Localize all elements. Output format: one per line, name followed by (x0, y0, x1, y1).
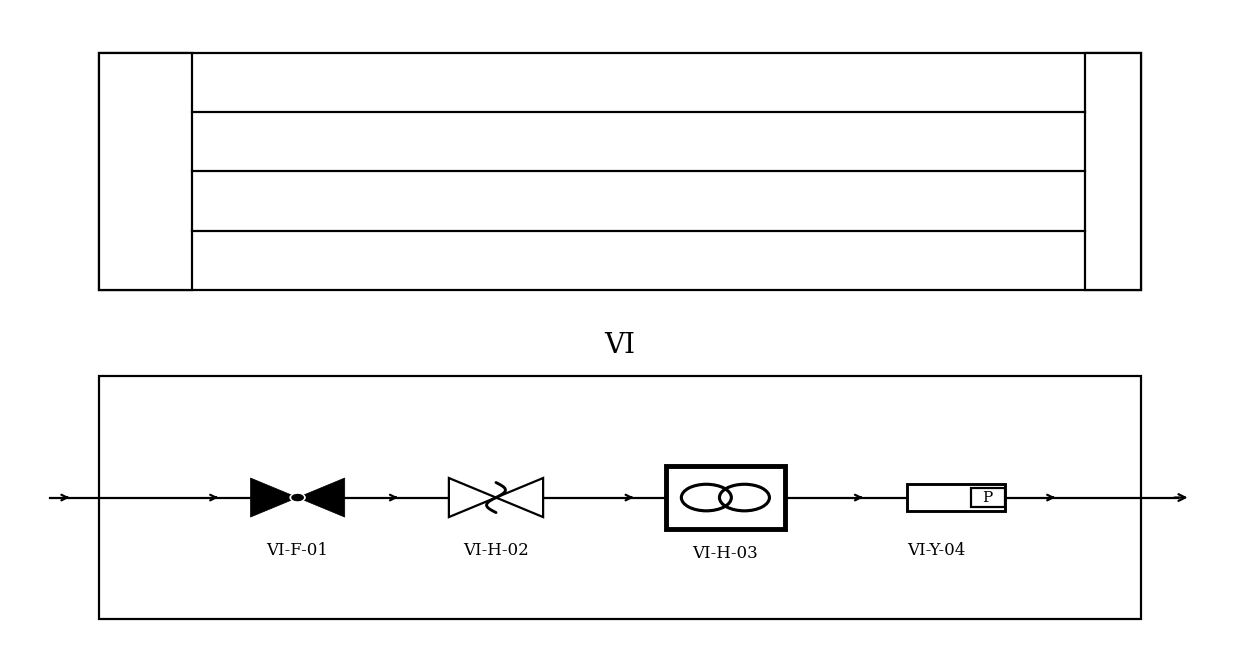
Bar (971, 488, 1004, 507)
Text: VI-F-01: VI-F-01 (267, 542, 329, 559)
Bar (99, 53, 192, 290)
Bar (666, 466, 785, 529)
Text: P: P (982, 490, 993, 505)
Bar (906, 484, 1004, 511)
Text: VI-H-03: VI-H-03 (692, 545, 759, 562)
Bar (99, 53, 1141, 290)
Polygon shape (496, 478, 543, 517)
Text: VI-Y-04: VI-Y-04 (906, 542, 966, 559)
Polygon shape (298, 478, 345, 517)
Bar (1085, 53, 1141, 290)
Polygon shape (449, 478, 496, 517)
Text: VI-H-02: VI-H-02 (463, 542, 529, 559)
Circle shape (290, 494, 305, 501)
Polygon shape (250, 478, 298, 517)
Bar (99, 376, 1141, 619)
Text: VI: VI (605, 333, 635, 359)
Circle shape (291, 494, 304, 501)
